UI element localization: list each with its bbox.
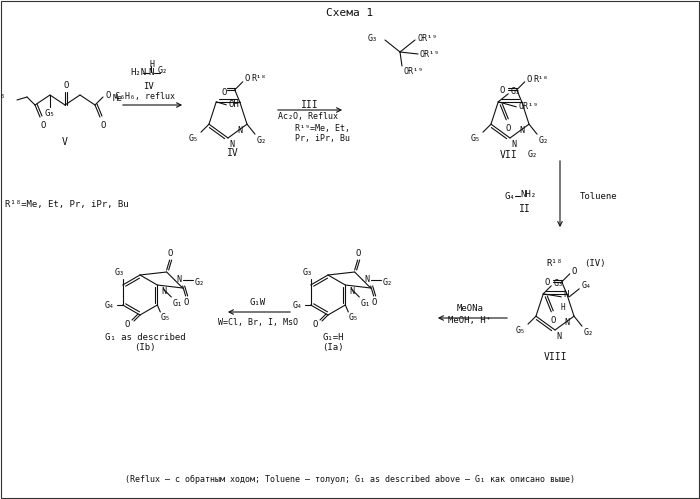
Text: N: N xyxy=(349,287,354,296)
Text: G₅: G₅ xyxy=(349,313,358,322)
Text: N: N xyxy=(176,275,182,284)
Text: O: O xyxy=(551,316,556,325)
Text: O: O xyxy=(106,90,111,99)
Text: N: N xyxy=(148,68,153,77)
Text: OH: OH xyxy=(228,100,239,109)
Text: N: N xyxy=(229,140,234,149)
Text: N: N xyxy=(556,332,561,341)
Text: R¹⁸=Me, Et, Pr, iPr, Bu: R¹⁸=Me, Et, Pr, iPr, Bu xyxy=(5,200,129,209)
Text: V: V xyxy=(62,137,68,147)
Text: O: O xyxy=(125,320,130,329)
Text: R¹⁸: R¹⁸ xyxy=(0,93,5,102)
Text: G₁W: G₁W xyxy=(250,298,266,307)
Text: (IV): (IV) xyxy=(584,259,606,268)
Text: R¹⁸: R¹⁸ xyxy=(534,75,549,84)
Text: OR¹⁹: OR¹⁹ xyxy=(417,33,437,42)
Text: O: O xyxy=(168,249,174,258)
Text: G₁: G₁ xyxy=(172,299,182,308)
Text: R¹⁸: R¹⁸ xyxy=(252,74,267,83)
Text: OR¹⁹: OR¹⁹ xyxy=(403,67,423,76)
Text: G₄: G₄ xyxy=(105,300,115,309)
Text: O: O xyxy=(313,320,318,329)
Text: G₂: G₂ xyxy=(195,278,204,287)
Text: W=Cl, Br, I, MsO: W=Cl, Br, I, MsO xyxy=(218,318,298,327)
Text: G₂: G₂ xyxy=(539,136,549,145)
Text: NH₂: NH₂ xyxy=(520,190,536,199)
Text: OR¹⁹: OR¹⁹ xyxy=(518,102,538,111)
Text: N: N xyxy=(365,275,370,284)
Text: MeOH, H⁺: MeOH, H⁺ xyxy=(449,316,491,325)
Text: Схема 1: Схема 1 xyxy=(326,8,374,18)
Text: G₅: G₅ xyxy=(189,134,199,143)
Text: H: H xyxy=(561,303,566,312)
Text: VIII: VIII xyxy=(543,352,567,362)
Text: OR¹⁹: OR¹⁹ xyxy=(420,49,440,58)
Text: G₂: G₂ xyxy=(584,328,594,337)
Text: G₃: G₃ xyxy=(115,268,125,277)
Text: O: O xyxy=(184,298,189,307)
Text: G₄: G₄ xyxy=(293,300,302,309)
Text: Me: Me xyxy=(113,93,123,102)
Text: II: II xyxy=(519,204,531,214)
Text: G₂: G₂ xyxy=(158,66,168,75)
Text: R¹⁹=Me, Et,: R¹⁹=Me, Et, xyxy=(295,124,350,133)
Text: H: H xyxy=(150,60,155,69)
Text: C₆H₆, reflux: C₆H₆, reflux xyxy=(115,92,175,101)
Text: (Ia): (Ia) xyxy=(322,343,344,352)
Text: O: O xyxy=(527,75,532,84)
Text: G₅: G₅ xyxy=(45,109,55,118)
Text: G₅: G₅ xyxy=(471,134,481,143)
Text: O: O xyxy=(356,249,361,258)
Text: O: O xyxy=(63,81,69,90)
Text: Ac₂O, Reflux: Ac₂O, Reflux xyxy=(278,112,338,121)
Text: N: N xyxy=(237,126,242,135)
Text: G₂: G₂ xyxy=(528,150,538,159)
Text: G₄: G₄ xyxy=(504,192,515,201)
Text: G₃: G₃ xyxy=(368,33,378,42)
Text: G₅: G₅ xyxy=(516,326,526,335)
Text: N: N xyxy=(519,126,524,135)
Text: G₂: G₂ xyxy=(383,278,393,287)
Text: G₅: G₅ xyxy=(160,313,170,322)
Text: III: III xyxy=(301,100,318,110)
Text: N: N xyxy=(511,140,516,149)
Text: O: O xyxy=(572,267,577,276)
Text: Pr, iPr, Bu: Pr, iPr, Bu xyxy=(295,134,350,143)
Text: G₂: G₂ xyxy=(257,136,267,145)
Text: O: O xyxy=(221,88,226,97)
Text: H₂N: H₂N xyxy=(130,68,146,77)
Text: (Ib): (Ib) xyxy=(134,343,155,352)
Text: O: O xyxy=(545,278,550,287)
Text: VII: VII xyxy=(500,150,517,160)
Text: G₃: G₃ xyxy=(302,268,313,277)
Text: Toluene: Toluene xyxy=(580,192,617,201)
Text: G₄: G₄ xyxy=(581,281,592,290)
Text: N: N xyxy=(161,287,167,296)
Text: MeONa: MeONa xyxy=(456,304,484,313)
Text: IV: IV xyxy=(227,148,239,158)
Text: G₃: G₃ xyxy=(510,87,520,96)
Text: G₁ as described: G₁ as described xyxy=(105,333,186,342)
Text: O: O xyxy=(505,124,511,133)
Text: N: N xyxy=(564,290,568,299)
Text: G₃: G₃ xyxy=(553,279,564,288)
Text: G₁=H: G₁=H xyxy=(322,333,344,342)
Text: O: O xyxy=(372,298,377,307)
Text: O: O xyxy=(41,121,46,130)
Text: R¹⁸: R¹⁸ xyxy=(547,259,563,268)
Text: (Reflux – с обратным ходом; Toluene – толуол; G₁ as described above – G₁ как опи: (Reflux – с обратным ходом; Toluene – то… xyxy=(125,475,575,484)
Text: N: N xyxy=(564,318,569,327)
Text: O: O xyxy=(100,121,106,130)
Text: O: O xyxy=(245,74,250,83)
Text: IV: IV xyxy=(143,82,153,91)
Text: O: O xyxy=(499,86,505,95)
Text: G₁: G₁ xyxy=(360,299,370,308)
